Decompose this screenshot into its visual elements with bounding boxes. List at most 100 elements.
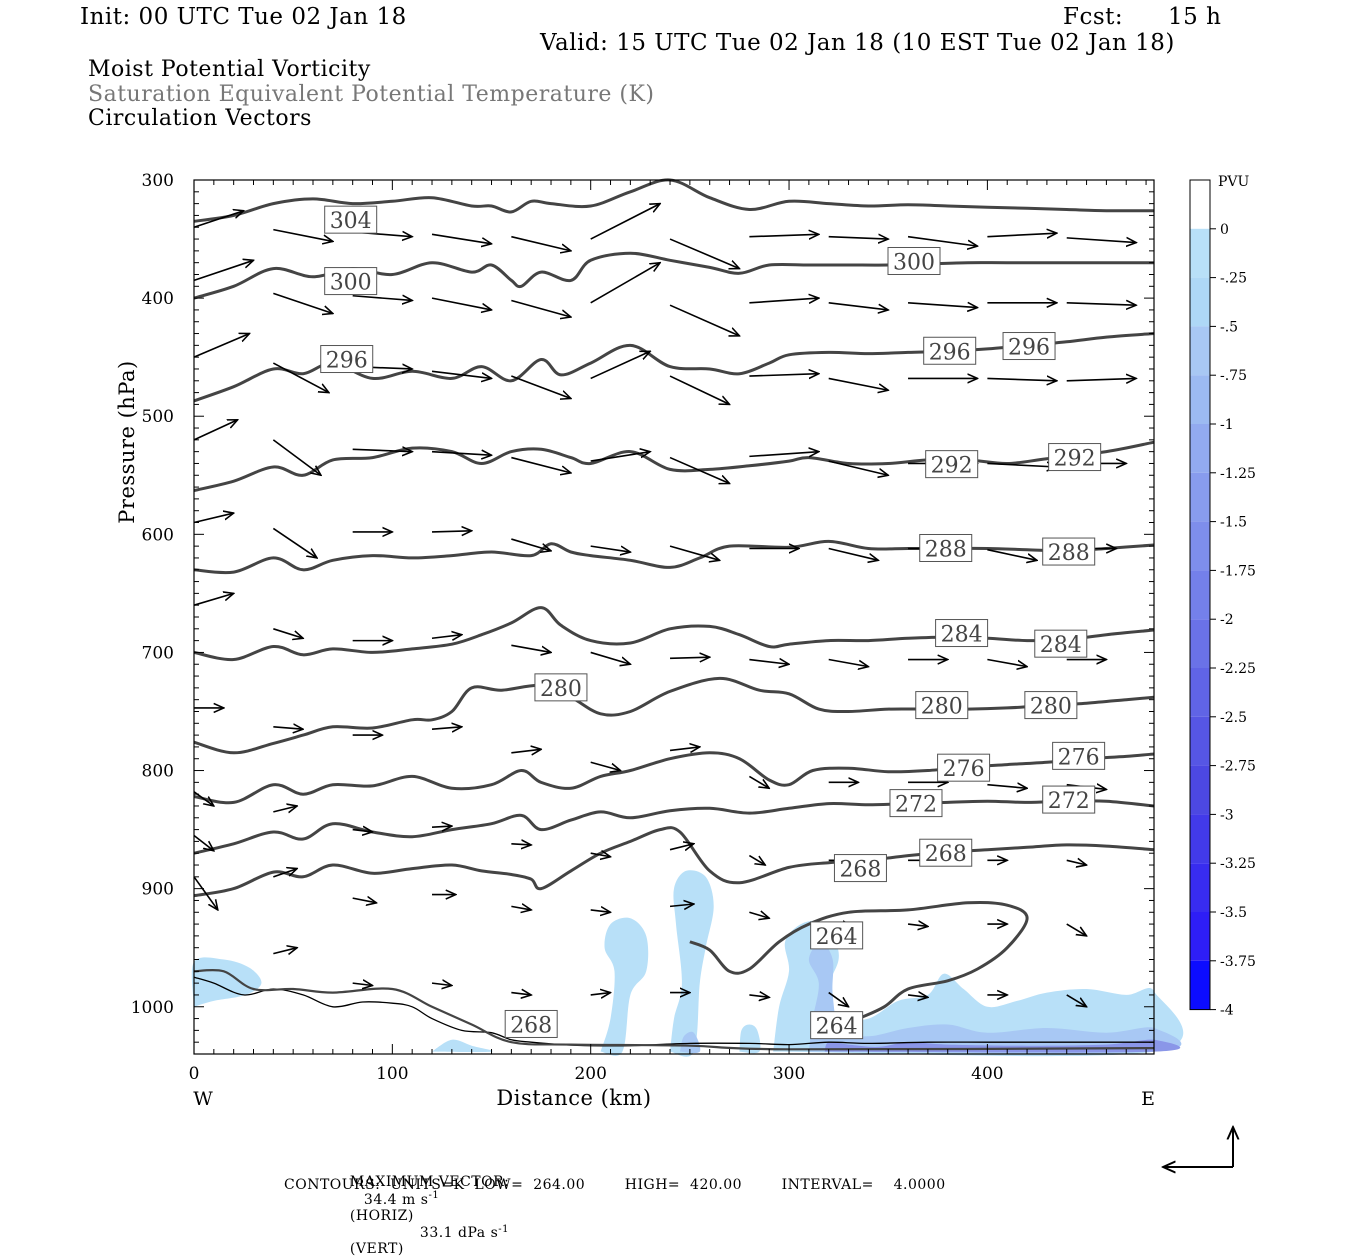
pv-shade-region [191, 957, 262, 1007]
circulation-vector [590, 761, 621, 770]
x-axis-label: Distance (km) [496, 1086, 651, 1110]
contour-272 [193, 799, 1155, 855]
contour-label-280: 280 [921, 695, 963, 720]
contour-label-box [937, 753, 991, 782]
circulation-vector [193, 260, 254, 282]
circulation-vector [352, 898, 377, 903]
circulation-vector [669, 747, 700, 751]
circulation-vector [1066, 994, 1087, 1007]
colorbar-level-label: -1 [1220, 417, 1234, 433]
circulation-vector [431, 727, 462, 729]
plot-frame [193, 179, 1155, 1055]
contour-264 [689, 900, 1029, 1032]
field-title-mpv: Moist Potential Vorticity [88, 57, 371, 82]
colorbar-level-label: -1.5 [1220, 515, 1247, 531]
contour-label-280: 280 [1030, 695, 1072, 720]
circulation-vector [193, 876, 218, 910]
field-title-theta-es: Saturation Equivalent Potential Temperat… [88, 82, 655, 107]
contour-label-box [1002, 332, 1056, 361]
circulation-vector [590, 452, 651, 462]
circulation-vector [272, 439, 321, 475]
pv-shade-region [432, 1039, 493, 1053]
y-tick-label: 500 [142, 407, 174, 427]
pv-shading [191, 870, 1184, 1057]
colorbar-level-label: -.5 [1220, 319, 1238, 335]
circulation-vector [431, 370, 492, 378]
circulation-vector [670, 657, 710, 658]
circulation-vector [590, 545, 631, 552]
contour-280 [193, 676, 1155, 755]
pv-shade-region [600, 917, 649, 1056]
colorbar-swatch [1190, 668, 1210, 717]
colorbar-level-label: -.75 [1220, 368, 1247, 384]
circulation-vector [431, 983, 452, 985]
circulation-vector [273, 727, 303, 729]
circulation-vector [511, 235, 571, 251]
circulation-vector [749, 298, 818, 303]
valid-time: Valid: 15 UTC Tue 02 Jan 18 (10 EST Tue … [540, 30, 1175, 56]
circulation-vector [987, 463, 1056, 467]
terrain-contour [193, 968, 1155, 1051]
contour-label-276: 276 [1058, 745, 1100, 770]
y-tick-label: 1000 [131, 998, 174, 1018]
contour-label-box [923, 336, 977, 365]
x-tick-label: 300 [773, 1064, 805, 1084]
circulation-vector [511, 299, 571, 317]
contour-292 [193, 440, 1155, 493]
contour-label-box [324, 205, 378, 234]
circulation-vector [273, 948, 297, 954]
circulation-vector [511, 844, 531, 845]
colorbar-level-label: -3 [1220, 807, 1234, 823]
circulation-vector [669, 456, 730, 484]
circulation-vector [748, 854, 765, 865]
x-end-label-west: W [193, 1088, 213, 1110]
axes: 300 400 500 600 700 800 900 1000 0 100 200 300 400 W E… [115, 171, 1155, 1110]
contour-label-268: 268 [839, 858, 881, 883]
contour-label-272: 272 [895, 793, 937, 818]
circulation-vector [511, 538, 551, 551]
contour-label-272: 272 [1048, 789, 1090, 814]
colorbar-swatch [1190, 960, 1210, 1010]
colorbar-swatch [1190, 619, 1210, 668]
x-tick-label: 200 [574, 1064, 606, 1084]
circulation-vectors [193, 204, 1136, 1007]
circulation-vector [590, 910, 611, 912]
y-tick-label: 700 [142, 643, 174, 663]
circulation-vector [1066, 303, 1136, 305]
circulation-vector [352, 983, 373, 985]
colorbar-level-label: -1.75 [1220, 563, 1256, 579]
contour-label-box [1042, 537, 1096, 566]
contour-label-box [919, 533, 973, 562]
circulation-vector [590, 993, 611, 995]
colorbar-swatch [1190, 814, 1210, 864]
colorbar-swatch [1190, 326, 1210, 376]
circulation-vector [987, 658, 1027, 667]
colorbar: PVU 0 -.25 -.5 -.75 -1 -1.25 -1.5 -1.75 -2 -2.25 -2… [1189, 174, 1256, 1019]
colorbar-level-label: 0 [1220, 222, 1229, 238]
circulation-vector [987, 548, 1037, 561]
contour-label-box [1052, 741, 1106, 770]
colorbar-swatch [1190, 765, 1210, 815]
terrain-line [193, 976, 1154, 1047]
colorbar-frame [1189, 179, 1211, 1011]
pv-shade-region [670, 870, 714, 1057]
circulation-vector [590, 651, 631, 664]
contour-label-box [1024, 691, 1078, 720]
circulation-vector [669, 238, 739, 269]
colorbar-swatch [1190, 228, 1210, 278]
contour-label-284: 284 [1040, 633, 1082, 658]
vert-value: 33.1 dPa s [419, 1225, 499, 1242]
circulation-vector [273, 292, 333, 313]
circulation-vector [511, 375, 571, 398]
horiz-tag: (HORIZ) [349, 1207, 414, 1224]
contour-label-box [925, 450, 979, 479]
vert-exponent: -1 [498, 1223, 510, 1235]
circulation-vector [669, 844, 694, 850]
circulation-vector [590, 263, 660, 304]
circulation-vector [273, 628, 303, 638]
circulation-vector [828, 991, 849, 1007]
contour-label-296: 296 [326, 349, 368, 374]
max-vector-note: MAXIMUM VECTOR: 34.4 m s-1 (HORIZ) 33.1 … [340, 1158, 509, 1257]
circulation-vector [987, 785, 1027, 789]
circulation-vector [828, 460, 889, 475]
